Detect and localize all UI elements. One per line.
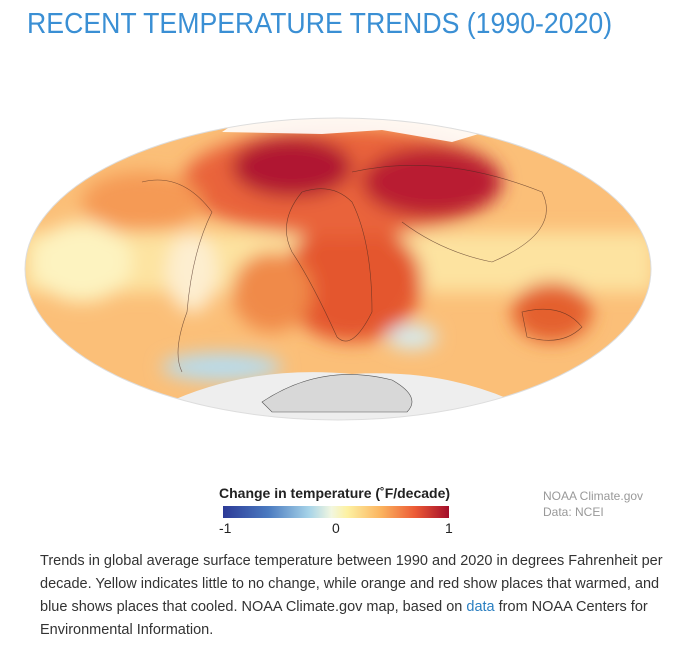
caption-text: Trends in global average surface tempera…: [40, 553, 663, 615]
data-link[interactable]: data: [466, 599, 495, 615]
caption: Trends in global average surface tempera…: [40, 550, 665, 642]
page-title: RECENT TEMPERATURE TRENDS (1990-2020): [27, 8, 613, 40]
credit-source: NOAA Climate.gov: [543, 489, 644, 503]
temperature-trend-map: [24, 117, 652, 421]
credit: NOAA Climate.gov Data: NCEI: [543, 488, 643, 520]
legend-mid-label: 0: [332, 520, 340, 536]
legend-title: Change in temperature (˚F/decade): [219, 485, 451, 501]
caption-text-end: from NOAA Centers for Environmental Info…: [40, 599, 648, 638]
legend-min-label: -1: [219, 520, 232, 536]
color-scale-bar: [223, 506, 449, 518]
credit-data: Data: NCEI: [543, 505, 604, 519]
legend-max-label: 1: [445, 520, 453, 536]
